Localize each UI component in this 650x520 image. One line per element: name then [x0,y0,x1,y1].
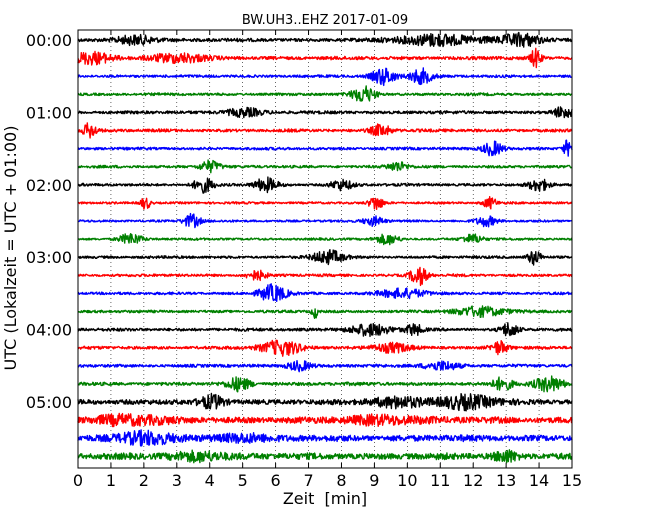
x-tick-label: 8 [336,471,346,490]
trace-0015 [77,47,573,69]
plot-frame [77,29,573,469]
trace-0500 [77,392,573,412]
trace-0530 [77,429,573,447]
trace-0045 [77,85,573,102]
chart-title: BW.UH3..EHZ 2017-01-09 [242,13,408,28]
x-tick-label: 9 [369,471,379,490]
trace-0415 [77,339,573,357]
y-tick-label: 05:00 [26,393,72,412]
trace-0100 [77,106,573,119]
trace-0330 [77,283,573,302]
x-tick-label: 2 [139,471,149,490]
x-tick-label: 0 [73,471,83,490]
y-tick-label: 00:00 [26,31,72,50]
trace-0515 [77,412,573,428]
x-tick-label: 4 [205,471,215,490]
trace-0000 [77,31,573,48]
y-axis-ticks: 00:00 01:00 02:00 03:00 04:00 05:00 [26,31,572,412]
trace-0430 [77,360,573,373]
trace-0400 [77,322,573,338]
y-axis-label: UTC (Lokalzeit = UTC + 01:00) [1,126,20,371]
x-tick-label: 5 [238,471,248,490]
y-tick-label: 03:00 [26,248,72,267]
trace-0300 [77,249,573,266]
y-tick-label: 01:00 [26,103,72,122]
y-tick-label: 02:00 [26,176,72,195]
x-tick-label: 10 [397,471,417,490]
waveform-traces [77,31,573,464]
plot-area [78,30,572,468]
x-tick-label: 7 [303,471,313,490]
x-tick-label: 11 [430,471,450,490]
x-tick-label: 14 [529,471,549,490]
trace-0545 [77,449,573,464]
trace-0245 [77,233,573,246]
trace-0230 [77,212,573,229]
x-tick-label: 15 [562,471,582,490]
x-tick-label: 12 [463,471,483,490]
trace-0130 [77,139,573,157]
trace-0215 [77,196,573,210]
x-tick-label: 3 [172,471,182,490]
trace-0200 [77,176,573,194]
x-axis-ticks: 0 1 2 3 4 5 6 7 8 9 10 11 12 13 14 15 [73,30,582,490]
trace-0145 [77,159,573,174]
trace-0345 [77,305,573,319]
x-tick-label: 6 [271,471,281,490]
x-axis-label: Zeit [min] [283,489,367,508]
x-tick-label: 13 [496,471,516,490]
trace-0030 [77,67,573,87]
y-tick-label: 04:00 [26,321,72,340]
trace-0315 [77,266,573,287]
x-tick-label: 1 [106,471,116,490]
trace-0115 [77,122,573,139]
trace-0445 [77,375,573,393]
